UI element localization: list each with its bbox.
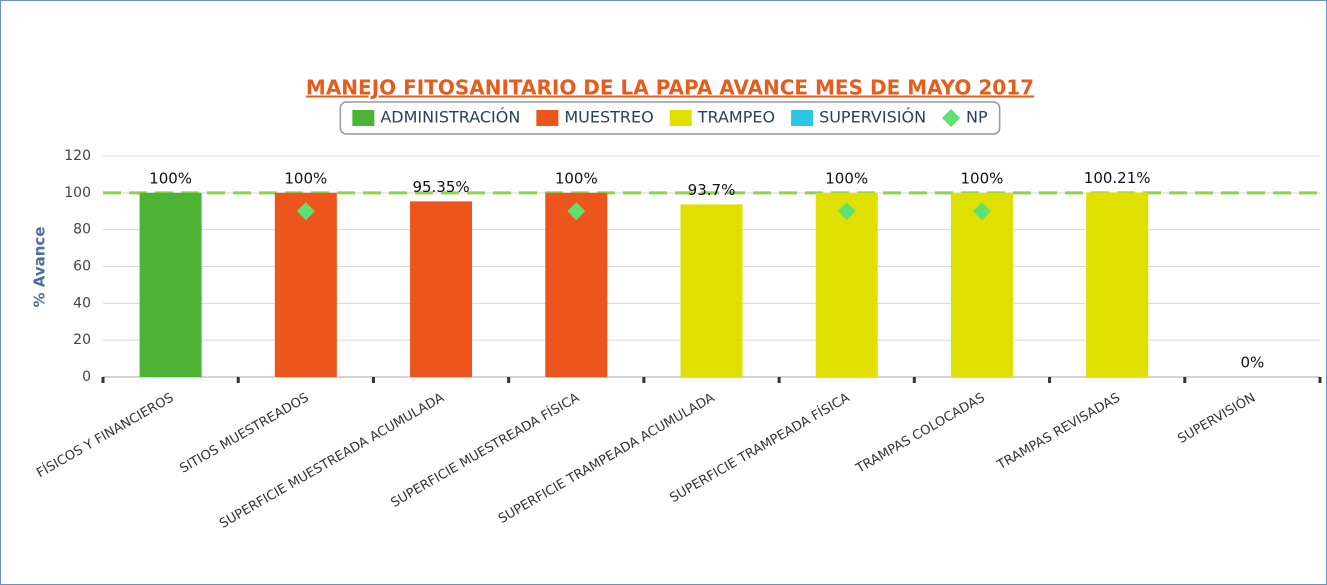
legend-symbol: [536, 110, 559, 126]
data-label: 100.21%: [1084, 169, 1151, 187]
legend-label: SUPERVISIÓN: [819, 108, 926, 127]
np-marker: [296, 202, 315, 221]
bar: [1086, 192, 1149, 377]
bar: [815, 192, 878, 377]
data-label: 100%: [960, 169, 1003, 187]
np-marker: [972, 202, 991, 221]
legend-symbol: [791, 110, 814, 126]
data-label: 0%: [1240, 354, 1264, 372]
y-tick-label: 100: [64, 185, 91, 201]
bar: [274, 192, 337, 377]
data-label: 100%: [555, 169, 598, 187]
y-tick-label: 0: [82, 369, 91, 385]
legend: ADMINISTRACIÓN MUESTREO TRAMPEO SUPERVISIÓN…: [339, 101, 1001, 135]
bar: [680, 204, 743, 377]
np-marker: [567, 202, 586, 221]
bar: [410, 201, 473, 377]
legend-label: MUESTREO: [564, 108, 653, 127]
y-tick-label: 20: [73, 332, 91, 348]
data-label: 93.7%: [688, 181, 736, 199]
y-tick-label: 80: [73, 222, 91, 238]
bar: [139, 192, 202, 377]
y-tick-label: 60: [73, 259, 91, 275]
legend-symbol: [942, 109, 961, 127]
data-label: 100%: [825, 169, 868, 187]
y-axis-title: % Avance: [31, 227, 49, 308]
np-marker: [837, 202, 856, 221]
legend-label: ADMINISTRACIÓN: [380, 108, 520, 127]
legend-label: NP: [966, 108, 988, 127]
legend-symbol: [352, 110, 375, 126]
chart-title: MANEJO FITOSANITARIO DE LA PAPA AVANCE M…: [306, 76, 1034, 100]
data-label: 95.35%: [412, 178, 469, 196]
data-label: 100%: [284, 169, 327, 187]
bar: [950, 192, 1013, 377]
legend-label: TRAMPEO: [697, 108, 775, 127]
data-label: 100%: [149, 169, 192, 187]
bar: [545, 192, 608, 377]
legend-symbol: [669, 110, 692, 126]
y-tick-label: 40: [73, 295, 91, 311]
y-tick-label: 120: [64, 148, 91, 164]
